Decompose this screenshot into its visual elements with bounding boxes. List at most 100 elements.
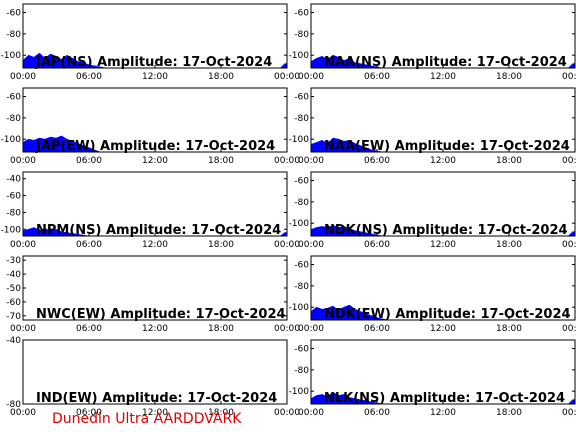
x-tick-label: 18:00 [496, 240, 522, 250]
y-tick-label: -60 [6, 9, 21, 19]
chart-panel-10: -60-80-10000:0006:0012:0018:0000:00NLK(N… [289, 339, 576, 418]
y-tick-label: -60 [6, 93, 21, 103]
x-tick-label: 00:00 [562, 408, 576, 418]
amplitude-area [22, 52, 288, 69]
x-tick-label: 00:00 [274, 408, 300, 418]
y-tick-label: -100 [289, 135, 310, 145]
chart-panel-3: -60 -80 -100 00:00 06:00 12:00 18:00 00:00 JAP(E… [1, 87, 300, 166]
x-tick-label: 00:00 [274, 156, 300, 166]
x-tick-label: 18:00 [496, 72, 522, 82]
x-tick-label: 06:00 [76, 408, 102, 418]
y-tick-label: -80 [294, 198, 309, 208]
y-tick-label: -80 [294, 366, 309, 376]
x-tick-label: 06:00 [76, 156, 102, 166]
y-tick-label: -100 [1, 135, 22, 145]
x-tick-label: 06:00 [364, 324, 390, 334]
x-tick-label: 12:00 [430, 408, 456, 418]
x-tick-label: 00:00 [10, 324, 36, 334]
panel-title: NDK(NS) Amplitude: 17-Oct-2024 [324, 223, 568, 238]
x-tick-label: 06:00 [364, 72, 390, 82]
y-tick-label: -60 [294, 177, 309, 187]
x-tick-label: 00:00 [298, 240, 324, 250]
y-tick-label: -60 [294, 345, 309, 355]
amplitude-area [310, 54, 576, 69]
x-tick-label: 00:00 [274, 240, 300, 250]
x-tick-label: 12:00 [430, 72, 456, 82]
x-tick-label: 06:00 [76, 240, 102, 250]
panel-title: NDK(EW) Amplitude: 17-Oct-2024 [324, 307, 571, 322]
x-tick-label: 00:00 [562, 324, 576, 334]
y-tick-label: -60 [294, 93, 309, 103]
chart-panel-7: -30 -40 -50 -60 -70 00:00 06:00 12:00 18:00 00:00… [6, 255, 300, 334]
chart-panel-2: -60-80-10000:0006:0012:0018:0000:00NAA(N… [289, 3, 576, 82]
x-tick-label: 18:00 [208, 408, 234, 418]
x-tick-label: 00:00 [10, 72, 36, 82]
x-tick-label: 00:00 [298, 324, 324, 334]
chart-panel-8: -60-80-10000:0006:0012:0018:0000:00NDK(E… [289, 255, 576, 334]
y-tick-label: -80 [6, 208, 21, 218]
x-tick-label: 00:00 [298, 408, 324, 418]
amplitude-area [310, 304, 575, 321]
x-tick-label: 18:00 [496, 408, 522, 418]
panel-title: IND(EW) Amplitude: 17-Oct-2024 [36, 391, 277, 406]
x-tick-label: 06:00 [364, 156, 390, 166]
y-tick-label: -60 [294, 261, 309, 271]
x-tick-label: 18:00 [208, 156, 234, 166]
x-tick-label: 00:00 [562, 240, 576, 250]
panel-title: NWC(EW) Amplitude: 17-Oct-2024 [36, 307, 286, 322]
x-tick-label: 06:00 [364, 408, 390, 418]
x-tick-label: 12:00 [142, 408, 168, 418]
x-tick-label: 18:00 [496, 156, 522, 166]
chart-panel-4: -60-80-10000:0006:0012:0018:0000:00NAA(E… [289, 87, 576, 166]
y-tick-label: -60 [6, 192, 21, 202]
x-tick-label: 00:00 [10, 156, 36, 166]
x-tick-label: 06:00 [364, 240, 390, 250]
x-tick-label: 00:00 [10, 240, 36, 250]
y-tick-label: -60 [6, 298, 21, 308]
amplitude-area [310, 391, 576, 405]
y-tick-label: -60 [294, 9, 309, 19]
x-tick-label: 12:00 [430, 240, 456, 250]
x-tick-label: 12:00 [142, 156, 168, 166]
x-tick-label: 12:00 [430, 156, 456, 166]
x-tick-label: 12:00 [142, 324, 168, 334]
y-tick-label: -80 [6, 30, 21, 40]
x-tick-label: 12:00 [142, 240, 168, 250]
x-tick-label: 00:00 [274, 72, 300, 82]
x-tick-label: 06:00 [76, 72, 102, 82]
panel-title: NLK(NS) Amplitude: 17-Oct-2024 [324, 391, 565, 406]
y-tick-label: -100 [1, 225, 22, 235]
y-tick-label: -50 [6, 284, 21, 294]
y-tick-label: -100 [289, 219, 310, 229]
amplitude-area [22, 135, 287, 153]
x-tick-label: 18:00 [208, 324, 234, 334]
y-tick-label: -80 [294, 30, 309, 40]
amplitude-area [310, 224, 576, 237]
chart-panel-6: -60-80-10000:0006:0012:0018:0000:00NDK(N… [289, 171, 576, 250]
y-tick-label: -100 [1, 51, 22, 61]
y-tick-label: -30 [6, 256, 21, 266]
amplitude-area [22, 227, 288, 237]
y-tick-label: -100 [289, 387, 310, 397]
x-tick-label: 18:00 [208, 240, 234, 250]
y-tick-label: -40 [6, 175, 21, 185]
x-tick-label: 00:00 [298, 72, 324, 82]
x-tick-label: 00:00 [298, 156, 324, 166]
y-tick-label: -40 [6, 270, 21, 280]
x-tick-label: 00:00 [10, 408, 36, 418]
panel-title: NAA(NS) Amplitude: 17-Oct-2024 [324, 55, 567, 70]
panel-title: NPM(NS) Amplitude: 17-Oct-2024 [36, 223, 281, 238]
y-tick-label: -70 [6, 312, 21, 322]
x-tick-label: 00:00 [562, 72, 576, 82]
x-tick-label: 00:00 [274, 324, 300, 334]
y-tick-label: -40 [6, 336, 21, 346]
y-tick-label: -80 [294, 282, 309, 292]
y-tick-label: -80 [6, 400, 21, 410]
y-tick-label: -100 [289, 303, 310, 313]
x-tick-label: 12:00 [430, 324, 456, 334]
